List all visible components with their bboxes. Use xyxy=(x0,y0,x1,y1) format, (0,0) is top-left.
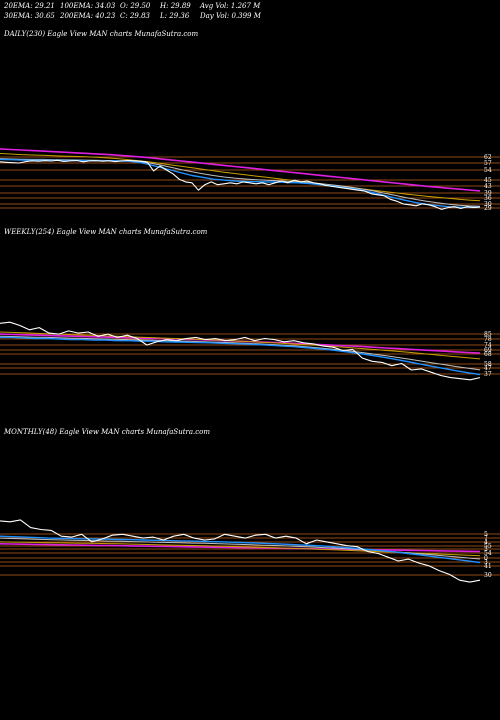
daily-level-label: 36 xyxy=(484,195,492,202)
weekly-level-label: 69 xyxy=(484,347,492,354)
daily-price-line xyxy=(0,159,481,210)
monthly-panel-title: MONTHLY(48) Eagle View MAN charts Munafa… xyxy=(4,428,211,436)
weekly-level-label: 68 xyxy=(484,351,492,358)
daily-level-label: 62 xyxy=(484,154,492,161)
daily-level-label: 57 xyxy=(484,160,492,167)
monthly-ema200-line xyxy=(0,543,481,553)
weekly-ema100-line xyxy=(0,331,481,360)
daily-level-label: 39 xyxy=(484,190,492,197)
stat-day-vol: Day Vol: 0.399 M xyxy=(200,12,261,20)
monthly-level-label: 0 xyxy=(484,555,488,562)
monthly-ema30-line xyxy=(0,537,481,560)
daily-panel-title: DAILY(230) Eagle View MAN charts MunafaS… xyxy=(4,30,199,38)
stat-close: C: 29.83 xyxy=(120,12,150,20)
stat-high: H: 29.89 xyxy=(160,2,191,10)
weekly-level-label: 58 xyxy=(484,361,492,368)
weekly-level-label: 85 xyxy=(484,331,492,338)
daily-level-label: 30 xyxy=(484,201,492,208)
monthly-level-label: 4 xyxy=(484,539,488,546)
daily-level-label: 29 xyxy=(484,205,492,212)
stat-ema200: 200EMA: 40.23 xyxy=(60,12,116,20)
stat-ema20: 20EMA: 29.21 xyxy=(4,2,55,10)
monthly-price-line xyxy=(0,519,481,583)
monthly-level-label: 55 xyxy=(484,543,492,550)
monthly-ema20-line xyxy=(0,535,481,564)
stat-ema100: 100EMA: 34.03 xyxy=(60,2,116,10)
daily-level-label: 43 xyxy=(484,183,492,190)
weekly-level-label: 78 xyxy=(484,336,492,343)
stat-open: O: 29.50 xyxy=(120,2,151,10)
daily-ema200-line xyxy=(0,148,481,192)
monthly-level-label: 30 xyxy=(484,572,492,579)
stat-low: L: 29.36 xyxy=(160,12,190,20)
monthly-level-label: 3 xyxy=(484,546,488,553)
stat-avg-vol: Avg Vol: 1.267 M xyxy=(200,2,261,10)
weekly-level-label: 37 xyxy=(484,371,492,378)
monthly-level-label: 7 xyxy=(484,535,488,542)
daily-ema100-line xyxy=(0,153,481,202)
monthly-level-label: 3 xyxy=(484,559,488,566)
stat-ema30: 30EMA: 30.65 xyxy=(4,12,55,20)
weekly-level-label: 47 xyxy=(484,365,492,372)
daily-level-label: 45 xyxy=(484,177,492,184)
weekly-panel-title: WEEKLY(254) Eagle View MAN charts Munafa… xyxy=(4,228,208,236)
weekly-ema20-line xyxy=(0,336,481,376)
weekly-ema30-line xyxy=(0,335,481,371)
monthly-level-label: 41 xyxy=(484,563,492,570)
monthly-level-label: 54 xyxy=(484,550,492,557)
weekly-level-label: 74 xyxy=(484,342,492,349)
weekly-price-line xyxy=(0,321,481,381)
monthly-level-label: 5 xyxy=(484,531,488,538)
daily-level-label: 54 xyxy=(484,167,492,174)
